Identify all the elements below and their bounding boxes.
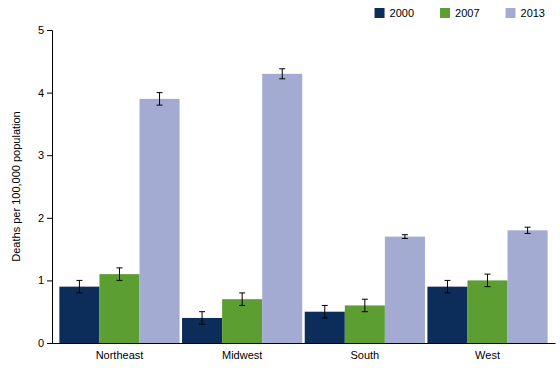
bar (427, 287, 467, 343)
x-axis-line (53, 343, 556, 344)
error-bar (525, 227, 531, 233)
error-bars (157, 69, 531, 239)
y-axis-line (47, 31, 53, 344)
y-tick-mark (47, 155, 52, 156)
y-tick-label: 2 (38, 212, 44, 224)
bar (508, 230, 548, 343)
y-tick-label: 1 (38, 274, 44, 286)
legend-swatch (506, 8, 516, 18)
y-tick: 2 (38, 212, 52, 224)
legend-entry: 2013 (506, 7, 545, 19)
error-bar (157, 93, 163, 106)
y-tick: 3 (38, 149, 52, 161)
error-bar (239, 293, 245, 306)
error-bar (485, 274, 491, 287)
legend-label: 2007 (455, 7, 479, 19)
error-bar (322, 305, 328, 318)
bar (262, 74, 302, 343)
legend-label: 2000 (390, 7, 414, 19)
bar (467, 280, 507, 343)
legend-label: 2013 (521, 7, 545, 19)
legend-swatch (440, 8, 450, 18)
y-tick-label: 0 (38, 337, 44, 349)
x-tick: Midwest (222, 349, 262, 361)
legend: 2000 2007 2013 (375, 7, 545, 19)
error-bar (279, 69, 285, 79)
x-tick-label: West (475, 349, 500, 361)
x-tick: South (350, 349, 379, 361)
y-tick-label: 3 (38, 149, 44, 161)
error-bar (116, 268, 122, 281)
bar (99, 274, 139, 343)
y-tick-mark (47, 93, 52, 94)
chart: 0 1 2 3 4 5 Northeast Midwest South West Deaths pe… (0, 0, 560, 375)
error-bar (76, 280, 82, 293)
error-bar (444, 280, 450, 293)
x-axis: Northeast Midwest South West (53, 344, 556, 361)
legend-entry: 2007 (440, 7, 479, 19)
y-tick-mark (47, 218, 52, 219)
y-axis: 0 1 2 3 4 5 (38, 24, 53, 349)
y-tick-mark (47, 343, 52, 344)
y-tick-mark (47, 280, 52, 281)
y-tick: 5 (38, 24, 52, 36)
x-tick: West (475, 349, 500, 361)
y-tick: 0 (38, 337, 52, 349)
x-tick: Northeast (96, 349, 144, 361)
y-tick-mark (47, 30, 52, 31)
y-tick-label: 4 (38, 87, 44, 99)
x-tick-label: Northeast (96, 349, 144, 361)
y-tick: 1 (38, 274, 52, 286)
error-bar (362, 299, 368, 312)
x-tick-label: South (350, 349, 379, 361)
legend-swatch (375, 8, 385, 18)
error-bar (402, 235, 408, 239)
error-bar (199, 312, 205, 325)
bar-series (140, 74, 548, 343)
legend-entry: 2000 (375, 7, 414, 19)
x-tick-label: Midwest (222, 349, 262, 361)
bar (59, 287, 99, 343)
bar (140, 99, 180, 343)
y-axis-title: Deaths per 100,000 population (10, 111, 22, 261)
y-tick-label: 5 (38, 24, 44, 36)
bar (385, 237, 425, 343)
y-tick: 4 (38, 87, 52, 99)
plot-area (59, 69, 547, 343)
